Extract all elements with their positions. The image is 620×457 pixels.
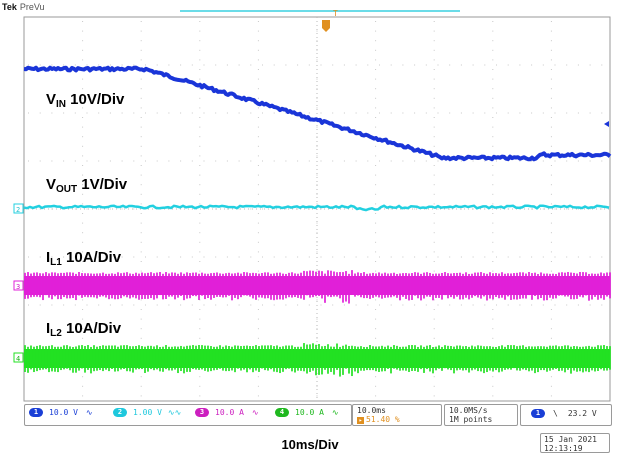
ch3-waveform-il1 (24, 270, 611, 304)
time-value: 12:13:19 (544, 444, 583, 453)
ch4-badge: 4 (275, 408, 289, 417)
status-header: Tek PreVu (2, 2, 45, 12)
il2-scale-label: IL2 10A/Div (46, 320, 122, 339)
date-value: 15 Jan 2021 (544, 435, 597, 444)
ch1-scale: 10.0 V (49, 408, 78, 417)
trigger-slope-icon: \ (553, 409, 558, 418)
ch4-coupling-icon: ∿ (331, 408, 339, 417)
ch1-coupling-icon: ∿ (85, 408, 93, 417)
acquisition-readout[interactable]: 10.0MS/s 1M points (444, 404, 518, 426)
channel-readout-bar: 1 10.0 V ∿ 2 1.00 V ∿∿ 3 10.0 A ∿ 4 10.0… (24, 404, 352, 426)
trigger-source: 1 \ 23.2 V (531, 409, 597, 418)
ch3-marker-label: 3 (16, 283, 20, 291)
timebase-position-value: 51.40 % (366, 415, 400, 424)
ch2-scale: 1.00 V (133, 408, 162, 417)
ch4-ground-marker[interactable]: 4 (13, 352, 24, 363)
trigger-marker-label: T (333, 9, 338, 18)
trigger-level: 23.2 V (567, 409, 597, 418)
horizontal-position-icon: ▸ (357, 417, 364, 424)
record-length: 1M points (449, 415, 493, 424)
trigger-readout[interactable]: 1 \ 23.2 V (520, 404, 612, 426)
ch2-badge: 2 (113, 408, 127, 417)
ch1-waveform-vin (23, 65, 612, 162)
trigger-level-arrow[interactable] (604, 121, 609, 127)
ch2-readout[interactable]: 2 1.00 V ∿∿ (113, 408, 181, 417)
ch4-marker-label: 4 (16, 355, 20, 363)
timebase-readout[interactable]: 10.0ms ▸ 51.40 % (352, 404, 442, 426)
ch4-readout[interactable]: 4 10.0 A ∿ (275, 408, 339, 417)
brand-label: Tek (2, 2, 17, 12)
x-axis-label: 10ms/Div (281, 437, 339, 452)
ch2-waveform-vout (23, 204, 610, 212)
ch2-ground-marker[interactable]: 2 (13, 203, 24, 214)
ch4-scale: 10.0 A (295, 408, 324, 417)
vin-scale-label: VIN 10V/Div (46, 91, 125, 110)
ch3-coupling-icon: ∿ (251, 408, 259, 417)
ch2-marker-label: 2 (16, 206, 20, 214)
trigger-position-marker: T (322, 9, 338, 32)
sample-rate: 10.0MS/s (449, 406, 488, 415)
ch1-badge: 1 (29, 408, 43, 417)
ch1-readout[interactable]: 1 10.0 V ∿ (29, 408, 93, 417)
il1-scale-label: IL1 10A/Div (46, 249, 122, 268)
ch3-readout[interactable]: 3 10.0 A ∿ (195, 408, 259, 417)
ch4-waveform-il2 (24, 343, 611, 377)
ch3-badge: 3 (195, 408, 209, 417)
ch3-scale: 10.0 A (215, 408, 244, 417)
graticule-grid (24, 17, 610, 401)
timebase-scale: 10.0ms (357, 406, 386, 415)
vout-scale-label: VOUT 1V/Div (46, 176, 128, 195)
acquisition-status: PreVu (19, 2, 45, 12)
date-time-readout: 15 Jan 2021 12:13:19 (540, 433, 610, 453)
ch3-ground-marker[interactable]: 3 (13, 280, 24, 291)
ch2-coupling-icon: ∿∿ (167, 408, 182, 417)
trigger-source-badge: 1 (531, 409, 545, 418)
timebase-position: ▸ 51.40 % (357, 415, 400, 424)
